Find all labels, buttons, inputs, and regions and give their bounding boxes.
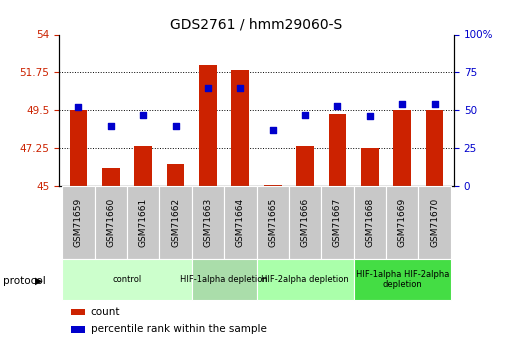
Point bbox=[398, 101, 406, 107]
FancyBboxPatch shape bbox=[386, 186, 419, 259]
Text: GSM71663: GSM71663 bbox=[204, 198, 212, 247]
Text: HIF-1alpha HIF-2alpha
depletion: HIF-1alpha HIF-2alpha depletion bbox=[356, 270, 449, 289]
Bar bbox=[134, 146, 152, 186]
Point bbox=[333, 103, 342, 109]
Text: percentile rank within the sample: percentile rank within the sample bbox=[91, 325, 266, 334]
Point bbox=[171, 123, 180, 128]
Text: HIF-2alpha depletion: HIF-2alpha depletion bbox=[261, 275, 349, 284]
FancyBboxPatch shape bbox=[256, 186, 289, 259]
FancyBboxPatch shape bbox=[289, 186, 321, 259]
FancyBboxPatch shape bbox=[353, 186, 386, 259]
Point bbox=[236, 85, 244, 90]
FancyBboxPatch shape bbox=[160, 186, 192, 259]
FancyBboxPatch shape bbox=[353, 259, 451, 300]
Bar bbox=[102, 168, 120, 186]
Point bbox=[139, 112, 147, 118]
Text: GSM71665: GSM71665 bbox=[268, 198, 277, 247]
Bar bbox=[71, 309, 85, 315]
FancyBboxPatch shape bbox=[256, 259, 353, 300]
Text: GSM71668: GSM71668 bbox=[365, 198, 374, 247]
Bar bbox=[70, 110, 87, 186]
Title: GDS2761 / hmm29060-S: GDS2761 / hmm29060-S bbox=[170, 18, 343, 32]
Bar bbox=[264, 185, 282, 186]
Text: HIF-1alpha depletion: HIF-1alpha depletion bbox=[180, 275, 268, 284]
FancyBboxPatch shape bbox=[224, 186, 256, 259]
FancyBboxPatch shape bbox=[321, 186, 353, 259]
Bar bbox=[296, 146, 314, 186]
FancyBboxPatch shape bbox=[62, 259, 192, 300]
FancyBboxPatch shape bbox=[127, 186, 160, 259]
FancyBboxPatch shape bbox=[94, 186, 127, 259]
Bar bbox=[361, 148, 379, 186]
Point bbox=[107, 123, 115, 128]
Text: count: count bbox=[91, 307, 120, 317]
FancyBboxPatch shape bbox=[62, 186, 94, 259]
Bar bbox=[393, 110, 411, 186]
Text: GSM71669: GSM71669 bbox=[398, 198, 407, 247]
Bar bbox=[199, 65, 217, 186]
Text: ▶: ▶ bbox=[35, 276, 43, 286]
Point bbox=[204, 85, 212, 90]
FancyBboxPatch shape bbox=[192, 259, 256, 300]
Text: GSM71664: GSM71664 bbox=[236, 198, 245, 247]
FancyBboxPatch shape bbox=[192, 186, 224, 259]
Bar bbox=[426, 110, 443, 186]
Text: GSM71667: GSM71667 bbox=[333, 198, 342, 247]
Text: GSM71661: GSM71661 bbox=[139, 198, 148, 247]
Text: GSM71666: GSM71666 bbox=[301, 198, 309, 247]
Text: GSM71662: GSM71662 bbox=[171, 198, 180, 247]
Text: protocol: protocol bbox=[3, 276, 45, 286]
Point bbox=[430, 101, 439, 107]
Point bbox=[366, 114, 374, 119]
Text: GSM71659: GSM71659 bbox=[74, 198, 83, 247]
Text: GSM71660: GSM71660 bbox=[106, 198, 115, 247]
Bar bbox=[328, 114, 346, 186]
Bar bbox=[231, 70, 249, 186]
Bar bbox=[71, 326, 85, 333]
Text: control: control bbox=[112, 275, 142, 284]
Bar bbox=[167, 164, 185, 186]
Point bbox=[301, 112, 309, 118]
FancyBboxPatch shape bbox=[419, 186, 451, 259]
Point bbox=[74, 105, 83, 110]
Point bbox=[269, 127, 277, 133]
Text: GSM71670: GSM71670 bbox=[430, 198, 439, 247]
